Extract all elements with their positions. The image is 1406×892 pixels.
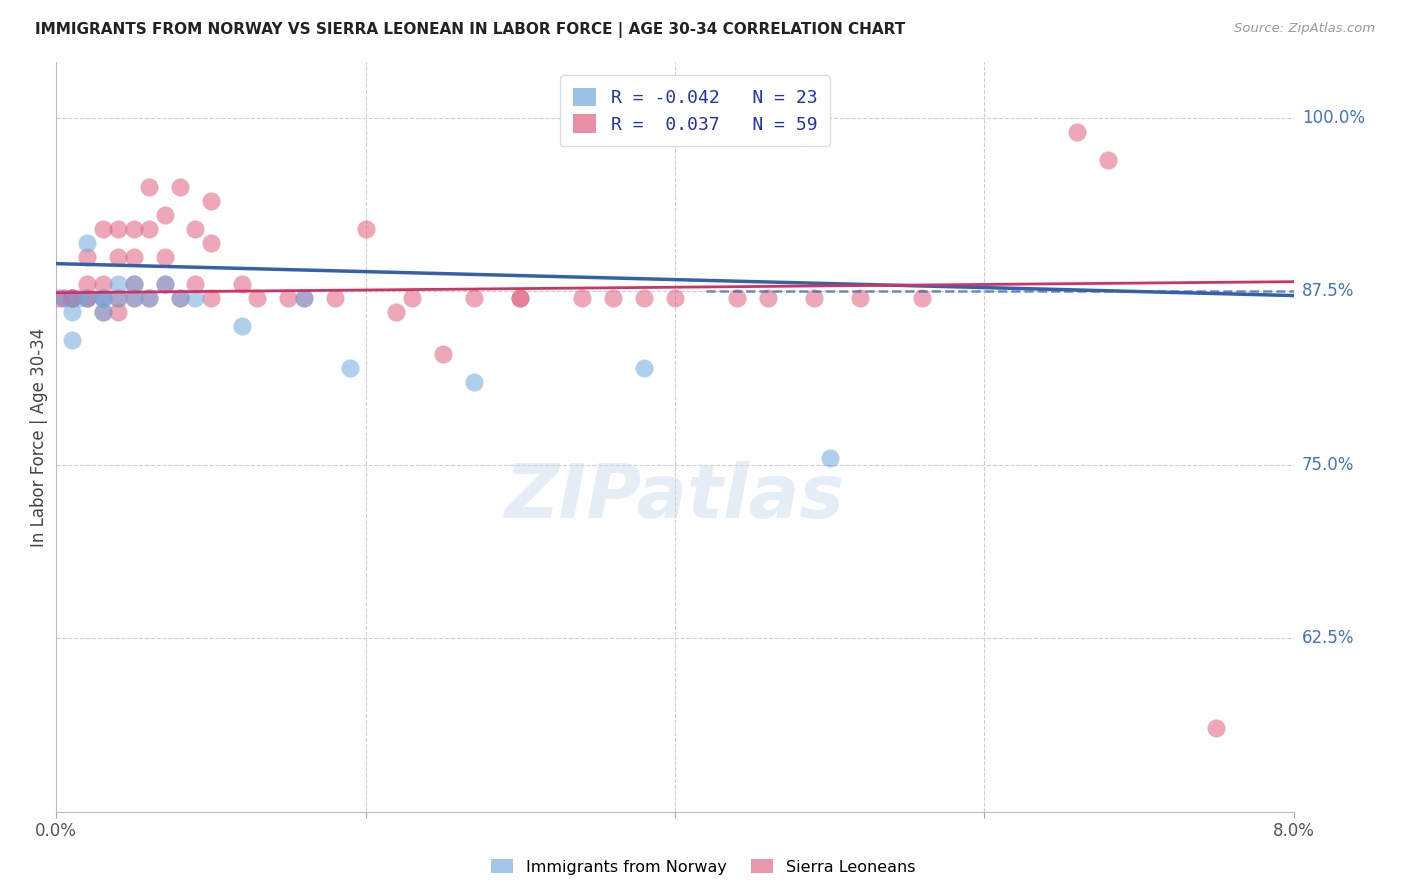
Point xyxy=(69,291,90,305)
Point xyxy=(60,291,83,305)
Text: Source: ZipAtlas.com: Source: ZipAtlas.com xyxy=(1234,22,1375,36)
Point xyxy=(107,291,129,305)
Point xyxy=(76,291,98,305)
Point xyxy=(107,277,129,292)
Point xyxy=(432,347,454,361)
Point xyxy=(323,291,346,305)
Point xyxy=(91,222,114,236)
Text: 100.0%: 100.0% xyxy=(1302,109,1365,127)
Point xyxy=(122,250,145,264)
Point xyxy=(153,277,176,292)
Point xyxy=(107,291,129,305)
Point xyxy=(509,291,531,305)
Point xyxy=(803,291,825,305)
Point xyxy=(91,277,114,292)
Point xyxy=(200,291,222,305)
Point xyxy=(401,291,423,305)
Point xyxy=(1066,125,1088,139)
Point xyxy=(60,305,83,319)
Point xyxy=(91,305,114,319)
Point xyxy=(153,250,176,264)
Point xyxy=(633,360,655,375)
Text: IMMIGRANTS FROM NORWAY VS SIERRA LEONEAN IN LABOR FORCE | AGE 30-34 CORRELATION : IMMIGRANTS FROM NORWAY VS SIERRA LEONEAN… xyxy=(35,22,905,38)
Point xyxy=(122,277,145,292)
Text: 87.5%: 87.5% xyxy=(1302,283,1354,301)
Point xyxy=(184,291,207,305)
Point xyxy=(107,305,129,319)
Point xyxy=(107,222,129,236)
Point xyxy=(756,291,779,305)
Point xyxy=(60,291,83,305)
Y-axis label: In Labor Force | Age 30-34: In Labor Force | Age 30-34 xyxy=(30,327,48,547)
Point xyxy=(76,291,98,305)
Point xyxy=(725,291,748,305)
Point xyxy=(463,291,485,305)
Point xyxy=(91,291,114,305)
Point xyxy=(184,222,207,236)
Point xyxy=(463,375,485,389)
Point xyxy=(53,291,76,305)
Point xyxy=(292,291,315,305)
Point xyxy=(818,450,841,465)
Legend: R = -0.042   N = 23, R =  0.037   N = 59: R = -0.042 N = 23, R = 0.037 N = 59 xyxy=(560,75,830,146)
Point xyxy=(76,235,98,250)
Point xyxy=(664,291,686,305)
Point xyxy=(91,291,114,305)
Point xyxy=(138,291,160,305)
Point xyxy=(122,222,145,236)
Point xyxy=(231,277,253,292)
Point xyxy=(633,291,655,305)
Point xyxy=(76,291,98,305)
Point xyxy=(231,319,253,334)
Point xyxy=(354,222,377,236)
Point xyxy=(911,291,934,305)
Point xyxy=(48,291,70,305)
Text: 75.0%: 75.0% xyxy=(1302,456,1354,474)
Text: 62.5%: 62.5% xyxy=(1302,629,1354,648)
Point xyxy=(1205,722,1227,736)
Point xyxy=(153,208,176,222)
Point xyxy=(385,305,408,319)
Point xyxy=(53,291,76,305)
Point xyxy=(339,360,361,375)
Point xyxy=(277,291,299,305)
Point xyxy=(60,291,83,305)
Legend: Immigrants from Norway, Sierra Leoneans: Immigrants from Norway, Sierra Leoneans xyxy=(486,855,920,880)
Point xyxy=(60,291,83,305)
Point xyxy=(138,180,160,194)
Point xyxy=(107,250,129,264)
Point xyxy=(153,277,176,292)
Point xyxy=(91,291,114,305)
Point xyxy=(292,291,315,305)
Point xyxy=(602,291,624,305)
Point xyxy=(200,194,222,209)
Point xyxy=(76,250,98,264)
Point xyxy=(122,277,145,292)
Point xyxy=(509,291,531,305)
Point xyxy=(184,277,207,292)
Point xyxy=(138,222,160,236)
Point xyxy=(1097,153,1119,167)
Point xyxy=(169,291,191,305)
Text: ZIPatlas: ZIPatlas xyxy=(505,460,845,533)
Point xyxy=(91,305,114,319)
Point xyxy=(169,180,191,194)
Point xyxy=(200,235,222,250)
Point xyxy=(138,291,160,305)
Point xyxy=(122,291,145,305)
Point xyxy=(571,291,593,305)
Point xyxy=(60,333,83,347)
Point xyxy=(76,277,98,292)
Point xyxy=(849,291,872,305)
Point xyxy=(169,291,191,305)
Point xyxy=(246,291,269,305)
Point xyxy=(122,291,145,305)
